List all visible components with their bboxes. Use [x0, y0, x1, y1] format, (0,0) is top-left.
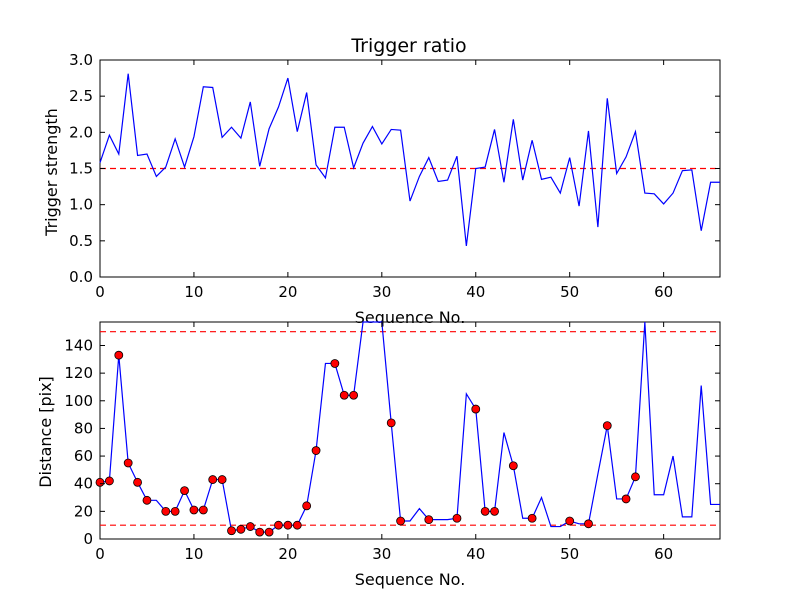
data-point-marker	[114, 350, 124, 360]
y-tick-label: 60	[74, 447, 93, 465]
data-point-marker	[330, 359, 340, 368]
y-tick-label: 100	[64, 392, 93, 410]
top-y-axis-label: Trigger strength	[42, 108, 61, 237]
y-tick-label: 1.0	[69, 196, 93, 214]
x-tick-label: 20	[278, 283, 297, 301]
data-point-marker	[602, 421, 612, 431]
data-point-marker	[236, 524, 246, 534]
data-point-marker	[208, 475, 218, 484]
data-point-marker	[527, 513, 537, 523]
x-tick-label: 50	[560, 545, 579, 563]
y-tick-label: 0.0	[69, 268, 93, 286]
data-point-marker	[424, 515, 434, 525]
data-point-marker	[133, 477, 142, 487]
bottom-y-ticks: 0 20 40 60 80 100 120 140	[64, 336, 720, 548]
x-tick-label: 10	[184, 283, 203, 301]
x-tick-label: 60	[654, 545, 673, 563]
x-tick-label: 50	[560, 283, 579, 301]
y-tick-label: 40	[74, 475, 93, 493]
data-point-marker	[621, 494, 631, 504]
data-point-marker	[95, 477, 105, 487]
top-x-ticks: 0 10 20 30 40 50 60	[95, 60, 673, 301]
x-tick-label: 30	[372, 283, 391, 301]
data-point-marker	[264, 527, 274, 537]
data-point-marker	[471, 404, 481, 414]
data-point-marker	[490, 506, 499, 516]
data-point-marker	[283, 520, 293, 530]
x-tick-label: 40	[466, 283, 485, 301]
y-tick-label: 1.5	[69, 160, 93, 178]
y-tick-label: 80	[74, 419, 93, 437]
data-point-marker	[123, 458, 133, 468]
bottom-x-axis-label: Sequence No.	[355, 570, 466, 589]
data-point-marker	[452, 513, 462, 523]
data-point-marker	[245, 522, 255, 531]
bottom-axes-frame	[99, 321, 721, 540]
data-point-marker	[104, 476, 114, 486]
top-subplot: Trigger ratio 0 10 20 30 40 50 60 0.0 0.5 1.0 1.5…	[42, 35, 721, 327]
x-tick-label: 10	[184, 545, 203, 563]
data-point-marker	[255, 527, 265, 537]
data-point-marker	[161, 506, 171, 516]
top-series-line	[99, 73, 720, 246]
data-point-marker	[396, 516, 406, 526]
y-tick-label: 140	[64, 336, 93, 354]
data-point-marker	[480, 506, 490, 516]
top-y-ticks: 0.0 0.5 1.0 1.5 2.0 2.5 3.0	[69, 51, 720, 286]
data-point-marker	[631, 472, 640, 482]
data-point-marker	[584, 519, 593, 529]
data-point-marker	[142, 495, 152, 505]
bottom-subplot: 0 10 20 30 40 50 60 0 20 40 60 80 100 120 140 Sequenc…	[36, 321, 721, 589]
data-point-marker	[508, 461, 518, 471]
y-tick-label: 2.5	[69, 87, 93, 105]
y-tick-label: 0	[83, 530, 93, 548]
bottom-markers	[95, 350, 640, 537]
y-tick-label: 2.0	[69, 123, 93, 141]
data-point-marker	[217, 475, 227, 484]
data-point-marker	[349, 390, 359, 400]
data-point-marker	[274, 520, 283, 530]
data-point-marker	[339, 390, 349, 400]
data-point-marker	[292, 520, 302, 530]
top-x-axis-label: Sequence No.	[355, 308, 466, 327]
bottom-threshold-lines	[100, 331, 720, 526]
y-tick-label: 120	[64, 364, 93, 382]
y-tick-label: 20	[74, 502, 93, 520]
bottom-y-axis-label: Distance [pix]	[36, 376, 55, 488]
data-point-marker	[170, 506, 180, 516]
y-tick-label: 3.0	[69, 51, 93, 69]
x-tick-label: 0	[95, 545, 105, 563]
data-point-marker	[189, 505, 199, 515]
x-tick-label: 40	[466, 545, 485, 563]
y-tick-label: 0.5	[69, 232, 93, 250]
data-point-marker	[227, 526, 236, 536]
bottom-x-ticks: 0 10 20 30 40 50 60	[95, 322, 673, 563]
x-tick-label: 60	[654, 283, 673, 301]
data-point-marker	[302, 501, 312, 511]
x-tick-label: 30	[372, 545, 391, 563]
data-point-marker	[180, 486, 189, 496]
data-point-marker	[565, 516, 575, 526]
top-chart-title: Trigger ratio	[350, 35, 466, 57]
data-point-marker	[198, 505, 208, 515]
x-tick-label: 0	[95, 283, 105, 301]
data-point-marker	[311, 446, 321, 455]
data-point-marker	[386, 418, 396, 428]
x-tick-label: 20	[278, 545, 297, 563]
